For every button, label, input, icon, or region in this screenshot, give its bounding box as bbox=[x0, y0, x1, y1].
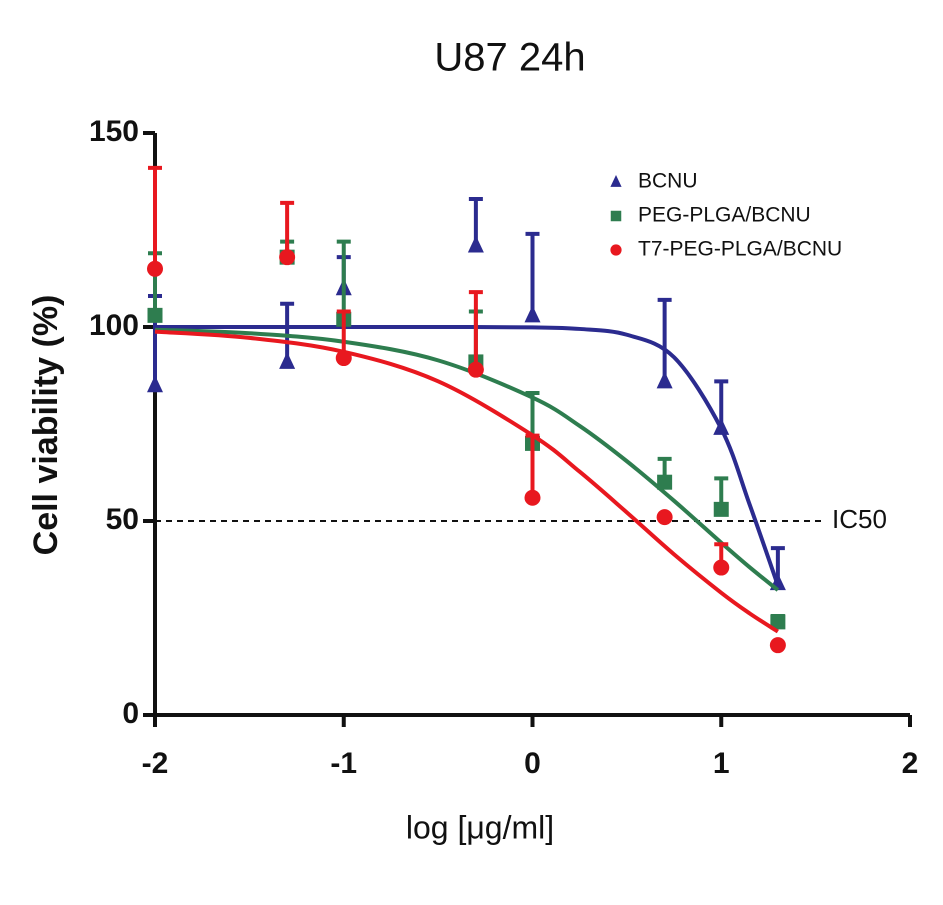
error-bar bbox=[280, 200, 295, 258]
data-point bbox=[147, 375, 163, 393]
legend-marker bbox=[610, 244, 622, 256]
data-point bbox=[657, 474, 673, 490]
fit-curve bbox=[154, 329, 779, 634]
data-point bbox=[656, 371, 673, 389]
legend-label: T7-PEG-PLGA/BCNU bbox=[638, 238, 842, 261]
x-tick-label: 2 bbox=[902, 747, 919, 780]
data-point bbox=[524, 489, 541, 506]
y-axis-label: Cell viability (%) bbox=[27, 295, 65, 556]
legend-marker bbox=[610, 210, 622, 222]
reference-label: IC50 bbox=[832, 504, 887, 534]
x-axis-label: log [μg/ml] bbox=[406, 809, 554, 845]
y-tick-label: 100 bbox=[89, 309, 139, 342]
y-tick-label: 150 bbox=[89, 115, 139, 148]
data-point bbox=[467, 361, 484, 378]
data-point bbox=[656, 509, 673, 526]
legend-label: PEG-PLGA/BCNU bbox=[638, 204, 811, 227]
legend-marker bbox=[610, 175, 622, 187]
data-point bbox=[713, 559, 730, 576]
data-point bbox=[147, 307, 163, 323]
data-point bbox=[147, 260, 163, 277]
error-bar bbox=[525, 433, 540, 498]
fit-curve bbox=[155, 324, 780, 587]
x-tick-label: 0 bbox=[524, 747, 541, 780]
data-point bbox=[279, 249, 296, 266]
data-point bbox=[770, 614, 786, 630]
x-tick-label: -2 bbox=[142, 747, 169, 780]
error-bar bbox=[336, 239, 351, 320]
legend-label: BCNU bbox=[638, 170, 698, 193]
error-bar bbox=[657, 297, 672, 382]
data-point bbox=[713, 501, 729, 517]
error-bar bbox=[468, 290, 483, 370]
data-point bbox=[467, 235, 484, 253]
data-point bbox=[335, 350, 352, 367]
data-point bbox=[279, 351, 296, 369]
error-bar bbox=[148, 165, 162, 269]
x-tick-label: -1 bbox=[330, 747, 357, 780]
x-tick-label: 1 bbox=[713, 747, 730, 780]
data-point bbox=[769, 637, 786, 654]
data-point bbox=[524, 305, 541, 323]
y-tick-label: 50 bbox=[106, 503, 139, 536]
data-point bbox=[713, 417, 730, 435]
error-bar bbox=[525, 231, 540, 316]
y-tick-label: 0 bbox=[122, 697, 139, 730]
chart-title: U87 24h bbox=[434, 36, 585, 80]
